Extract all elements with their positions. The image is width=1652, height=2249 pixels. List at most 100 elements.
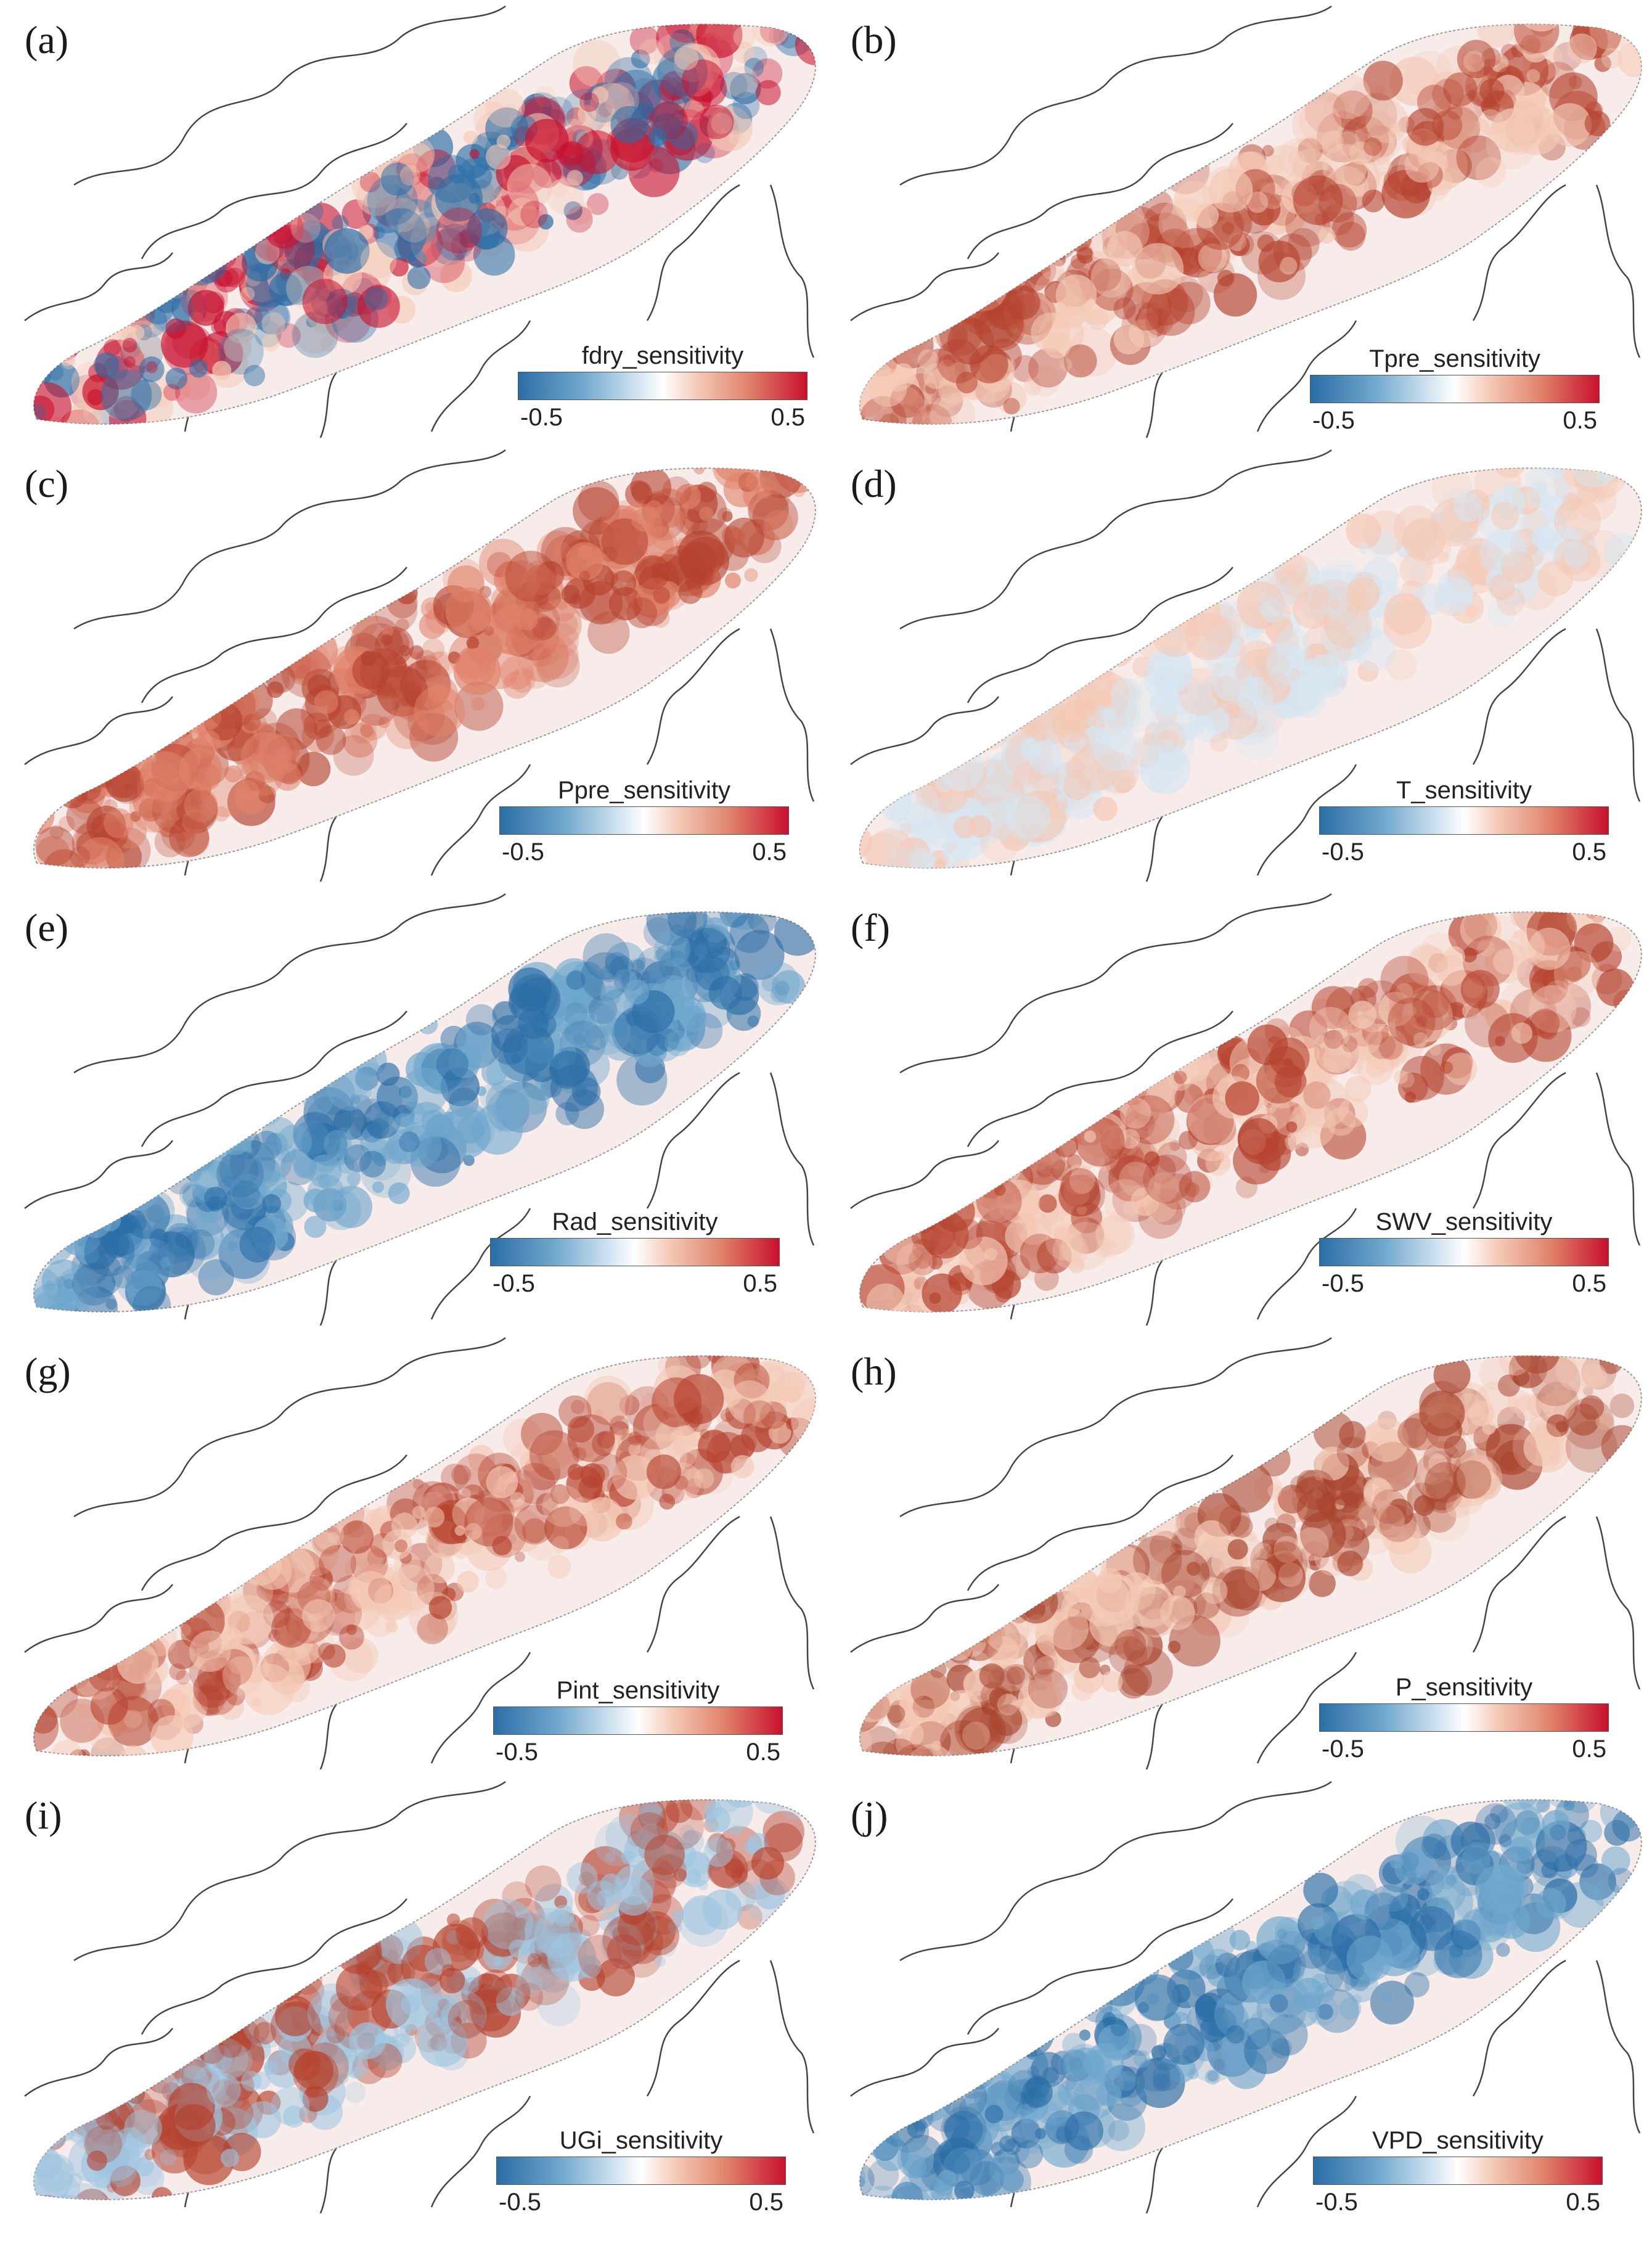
- sensitivity-patch: [666, 1800, 693, 1823]
- sensitivity-patch: [999, 2168, 1024, 2192]
- boundary-line: [24, 252, 173, 321]
- sensitivity-field: [33, 24, 816, 424]
- sensitivity-patch: [137, 268, 172, 302]
- sensitivity-patch: [617, 1433, 639, 1454]
- sensitivity-field: [33, 1356, 816, 1756]
- sensitivity-patch: [629, 25, 660, 55]
- sensitivity-patch: [1579, 1863, 1616, 1901]
- sensitivity-patch: [399, 1125, 442, 1168]
- sensitivity-patch: [1303, 1872, 1338, 1908]
- sensitivity-patch: [308, 1154, 342, 1189]
- sensitivity-patch: [1044, 331, 1071, 359]
- sensitivity-patch: [578, 1914, 600, 1937]
- sensitivity-patch: [954, 2180, 975, 2200]
- sensitivity-patch: [866, 1283, 906, 1312]
- sensitivity-patch: [496, 134, 511, 149]
- sensitivity-patch: [1096, 2081, 1122, 2107]
- sensitivity-patch: [878, 1661, 904, 1687]
- boundary-line: [1256, 1208, 1357, 1320]
- sensitivity-patch: [1046, 1607, 1089, 1650]
- sensitivity-patch: [726, 996, 761, 1031]
- boundary-line: [141, 1898, 407, 2035]
- sensitivity-patch: [1293, 175, 1343, 225]
- sensitivity-patch: [1551, 494, 1564, 507]
- sensitivity-patch: [126, 1270, 163, 1306]
- sensitivity-patch: [1425, 1478, 1457, 1510]
- sensitivity-patch: [66, 871, 100, 888]
- sensitivity-patch: [398, 210, 430, 243]
- sensitivity-patch: [664, 1030, 692, 1057]
- sensitivity-patch: [883, 433, 908, 444]
- sensitivity-patch: [35, 1308, 51, 1312]
- legend-title: UGi_sensitivity: [559, 2127, 723, 2154]
- sensitivity-patch: [1490, 1805, 1508, 1824]
- sensitivity-patch: [350, 717, 377, 744]
- sensitivity-patch: [1198, 243, 1227, 272]
- sensitivity-patch: [902, 1313, 923, 1332]
- legend-title: Rad_sensitivity: [552, 1208, 718, 1235]
- sensitivity-patch: [743, 468, 771, 471]
- sensitivity-patch: [756, 1361, 773, 1377]
- sensitivity-patch: [980, 1682, 1007, 1708]
- sensitivity-patch: [520, 1084, 550, 1115]
- sensitivity-map: [24, 449, 816, 888]
- sensitivity-patch: [1059, 1237, 1085, 1263]
- sensitivity-patch: [244, 2101, 281, 2139]
- sensitivity-patch: [493, 1956, 503, 1967]
- sensitivity-patch: [698, 1430, 731, 1463]
- sensitivity-patch: [247, 1089, 284, 1127]
- sensitivity-patch: [34, 757, 80, 803]
- sensitivity-patch: [1444, 946, 1465, 967]
- sensitivity-patch: [668, 1920, 682, 1934]
- boundary-line: [430, 1208, 531, 1320]
- sensitivity-patch: [376, 1062, 400, 1086]
- sensitivity-patch: [49, 825, 64, 840]
- sensitivity-patch: [457, 1570, 479, 1593]
- sensitivity-patch: [1020, 2107, 1058, 2144]
- sensitivity-patch: [1286, 1121, 1298, 1133]
- sensitivity-patch: [902, 1313, 914, 1325]
- sensitivity-patch: [754, 1878, 785, 1910]
- sensitivity-patch: [1133, 2050, 1151, 2068]
- sensitivity-patch: [1148, 714, 1170, 735]
- sensitivity-patch: [1475, 157, 1507, 188]
- sensitivity-patch: [908, 848, 934, 868]
- sensitivity-patch: [1490, 502, 1519, 530]
- sensitivity-patch: [1404, 147, 1440, 183]
- sensitivity-patch: [1019, 1138, 1066, 1185]
- sensitivity-patch: [769, 1356, 803, 1376]
- sensitivity-patch: [1057, 1680, 1068, 1691]
- sensitivity-patch: [1523, 1430, 1560, 1467]
- sensitivity-patch: [263, 2060, 278, 2075]
- sensitivity-patch: [436, 207, 482, 254]
- boundary-line: [646, 184, 740, 321]
- panel-f: (f) SWV_sensitivity -0.5 0.5: [826, 888, 1652, 1332]
- sensitivity-patch: [897, 2141, 934, 2179]
- sensitivity-patch: [1201, 1577, 1228, 1604]
- sensitivity-patch: [1211, 659, 1253, 702]
- sensitivity-patch: [399, 1131, 420, 1153]
- sensitivity-patch: [346, 1171, 361, 1186]
- sensitivity-patch: [1308, 1570, 1336, 1597]
- sensitivity-patch: [631, 49, 650, 69]
- sensitivity-patch: [53, 1309, 84, 1312]
- sensitivity-patch: [409, 645, 424, 660]
- sensitivity-patch: [417, 2017, 468, 2067]
- sensitivity-patch: [1540, 1343, 1553, 1356]
- sensitivity-patch: [1601, 1846, 1630, 1875]
- sensitivity-patch: [752, 58, 783, 89]
- sensitivity-patch: [654, 930, 690, 967]
- sensitivity-patch: [908, 1247, 937, 1276]
- sensitivity-patch: [344, 709, 360, 725]
- sensitivity-patch: [83, 2198, 94, 2200]
- sensitivity-patch: [566, 170, 583, 186]
- sensitivity-patch: [733, 26, 756, 49]
- sensitivity-patch: [235, 780, 260, 803]
- sensitivity-patch: [255, 239, 280, 264]
- sensitivity-patch: [160, 2149, 176, 2166]
- sensitivity-patch: [744, 1838, 761, 1855]
- sensitivity-patch: [672, 1910, 684, 1922]
- sensitivity-patch: [863, 832, 904, 868]
- sensitivity-patch: [914, 284, 947, 316]
- sensitivity-patch: [261, 1194, 281, 1213]
